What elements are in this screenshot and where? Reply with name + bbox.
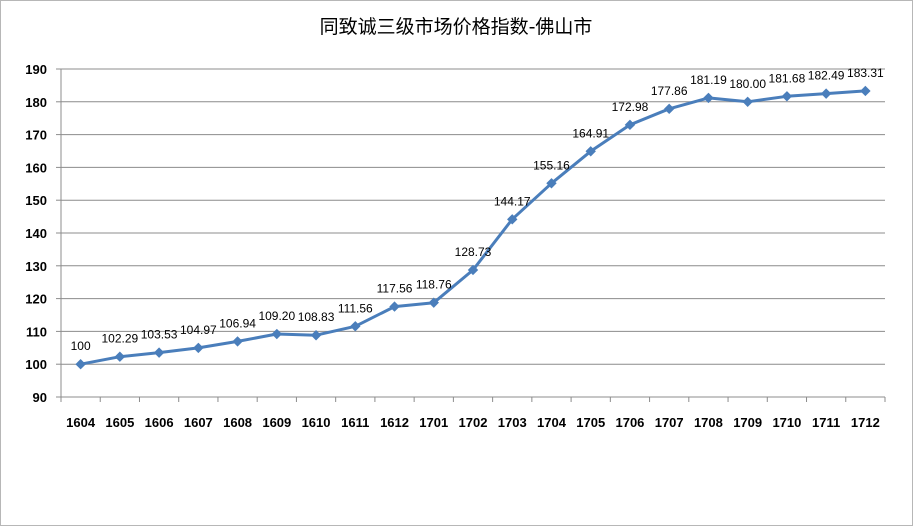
data-label: 100 (71, 339, 91, 353)
data-label: 144.17 (494, 194, 531, 208)
data-label: 181.19 (690, 73, 727, 87)
x-tick-label: 1707 (655, 415, 684, 430)
data-label: 172.98 (612, 100, 649, 114)
data-point-marker (624, 119, 636, 131)
series-layer (75, 85, 871, 370)
x-tick-label: 1708 (694, 415, 723, 430)
data-point-marker (507, 214, 518, 225)
data-label: 181.68 (769, 71, 806, 85)
x-tick-label: 1611 (341, 415, 369, 430)
data-label: 118.76 (416, 278, 452, 292)
data-label: 155.16 (533, 158, 570, 172)
data-label: 109.20 (258, 309, 295, 323)
data-label: 164.91 (572, 126, 609, 140)
gridlines (61, 68, 885, 365)
data-label: 182.49 (808, 69, 845, 83)
x-tick-label: 1705 (576, 415, 605, 430)
data-label: 183.31 (847, 66, 884, 80)
x-tick-label: 1610 (302, 415, 331, 430)
x-tick-label: 1706 (615, 415, 644, 430)
y-tick-label: 100 (25, 357, 47, 372)
data-label: 117.56 (377, 282, 413, 296)
y-tick-label: 150 (25, 193, 47, 208)
data-point-marker (820, 88, 832, 99)
data-label: 108.83 (298, 310, 335, 324)
data-point-marker (232, 336, 243, 347)
x-tick-label: 1605 (105, 415, 134, 430)
data-label: 111.56 (338, 301, 373, 315)
data-point-marker (703, 92, 714, 104)
y-tick-label: 130 (25, 259, 47, 274)
y-tick-label: 170 (25, 128, 47, 143)
data-point-marker (114, 351, 126, 362)
x-tick-label: 1712 (851, 415, 880, 430)
x-tick-label: 1711 (812, 415, 840, 430)
data-point-marker (389, 301, 400, 312)
data-point-marker (467, 264, 479, 276)
x-tick-label: 1703 (498, 415, 527, 430)
x-tick-label: 1609 (262, 415, 291, 430)
y-tick-label: 190 (25, 62, 47, 77)
data-point-marker (663, 103, 675, 115)
chart-title: 同致诚三级市场价格指数-佛山市 (320, 16, 593, 38)
x-tick-label: 1607 (184, 415, 213, 430)
data-point-marker (585, 146, 596, 157)
y-tick-label: 120 (25, 292, 47, 307)
data-label: 180.00 (729, 77, 766, 91)
y-tick-label: 180 (25, 95, 47, 110)
x-tick-label: 1604 (66, 415, 96, 430)
x-tick-label: 1612 (380, 415, 409, 430)
x-tick-label: 1702 (459, 415, 488, 430)
data-label: 104.97 (180, 323, 217, 337)
data-point-marker (310, 330, 322, 341)
data-point-marker (428, 297, 439, 308)
data-point-marker (860, 85, 871, 97)
x-tick-label: 1701 (419, 415, 448, 430)
axes (56, 68, 886, 402)
data-label: 177.86 (651, 84, 688, 98)
data-label: 128.73 (455, 245, 492, 259)
data-point-marker (193, 342, 204, 354)
x-tick-label: 1710 (772, 415, 801, 430)
x-tick-labels: 1604 1605 1606 1607 1608 1609 1610 1611 1612 1701… (66, 415, 880, 430)
data-point-marker (781, 91, 793, 102)
data-point-marker (153, 347, 165, 358)
data-point-marker (75, 358, 86, 370)
x-tick-label: 1709 (733, 415, 762, 430)
y-tick-label: 90 (33, 390, 47, 405)
data-label: 106.94 (219, 316, 256, 330)
data-point-marker (271, 328, 283, 340)
x-tick-label: 1704 (537, 415, 567, 430)
y-tick-label: 160 (25, 160, 47, 175)
y-tick-label: 140 (25, 226, 47, 241)
x-tick-label: 1606 (145, 415, 174, 430)
data-point-marker (546, 178, 557, 189)
y-tick-label: 110 (26, 324, 47, 339)
data-label: 102.29 (102, 332, 139, 346)
y-tick-labels: 90 100 110 120 130 140 150 160 170 180 190 (25, 62, 47, 405)
data-label: 103.53 (141, 328, 178, 342)
x-tick-label: 1608 (223, 415, 252, 430)
data-point-marker (350, 321, 361, 332)
data-point-marker (742, 96, 753, 108)
